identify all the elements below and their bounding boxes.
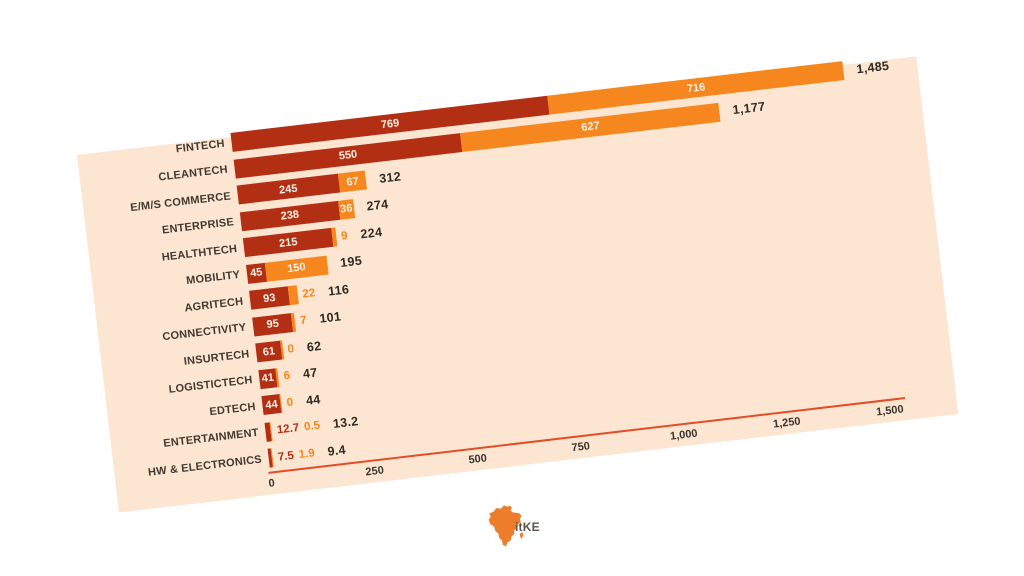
bar-value-label: 95	[266, 317, 280, 331]
bar-value-label-outside: 12.7	[276, 421, 300, 437]
bar-value-label: 93	[262, 291, 277, 305]
bar-value-label: 238	[280, 208, 300, 223]
chart-stage: FINTECH 769 716 1,485 CLEANTECH 550 627 1,177 E/…	[77, 56, 959, 513]
bar-value-label-outside: 7.5	[277, 449, 295, 464]
bar-value-label-outside: 9	[340, 229, 349, 243]
bar-total-label: 116	[327, 281, 350, 299]
bar-value-label-outside: 0	[286, 342, 295, 356]
bar-total-label: 1,485	[855, 58, 890, 76]
bar-segment-orange-segment: 67	[337, 170, 368, 193]
bar-segment-orange-segment: 36	[337, 198, 355, 220]
bar-segment-orange-segment	[287, 285, 299, 306]
bar-value-label: 44	[264, 397, 279, 412]
bar-total-label: 1,177	[731, 99, 767, 118]
bar-value-label-outside: 0	[286, 396, 294, 409]
x-axis-tick-label: 750	[570, 440, 591, 455]
bar-value-label: 769	[380, 116, 400, 131]
africa-map-icon	[488, 505, 524, 547]
bar-total-label: 62	[306, 338, 323, 354]
bar-value-label-outside: 1.9	[298, 446, 316, 461]
bar-total-label: 195	[339, 253, 363, 270]
logo: itKE	[484, 503, 540, 549]
bar-value-label: 215	[278, 235, 299, 250]
bar-value-label: 627	[580, 119, 601, 134]
bar-value-label: 61	[262, 344, 276, 359]
bar-segment-dark-red-segment: 44	[261, 394, 282, 416]
bar-segment-dark-red-segment: 41	[258, 367, 278, 389]
bar-value-label: 245	[278, 182, 299, 197]
bar-segment-dark-red-segment: 45	[245, 262, 267, 284]
bar-total-label: 13.2	[332, 414, 360, 431]
bar-value-label-outside: 0.5	[303, 419, 321, 434]
bar-value-label: 550	[338, 148, 358, 163]
bar-value-label: 36	[339, 202, 354, 216]
x-axis-tick-label: 250	[364, 464, 385, 479]
x-axis-tick-label: 0	[267, 477, 276, 490]
bar-total-label: 274	[365, 197, 390, 214]
bar-total-label: 312	[378, 168, 402, 186]
bar-value-label: 45	[249, 266, 264, 280]
bar-value-label: 716	[686, 80, 706, 95]
bar-segment-dark-red-segment: 61	[255, 340, 283, 363]
logo-text: itKE	[515, 520, 540, 534]
bar-total-label: 47	[302, 365, 319, 382]
bar-value-label: 67	[345, 174, 360, 189]
x-axis-tick-label: 500	[467, 452, 488, 467]
bar-value-label: 41	[261, 371, 275, 385]
bar-value-label: 150	[286, 261, 307, 276]
bar-value-label-outside: 22	[301, 286, 316, 301]
bar-segment-orange-segment	[331, 227, 338, 247]
bar-total-label: 224	[359, 224, 383, 241]
bar-total-label: 9.4	[326, 442, 347, 459]
bar-value-label-outside: 7	[299, 314, 308, 328]
bar-total-label: 101	[318, 309, 342, 326]
bar-value-label-outside: 6	[283, 369, 291, 383]
bar-total-label: 44	[305, 391, 322, 408]
